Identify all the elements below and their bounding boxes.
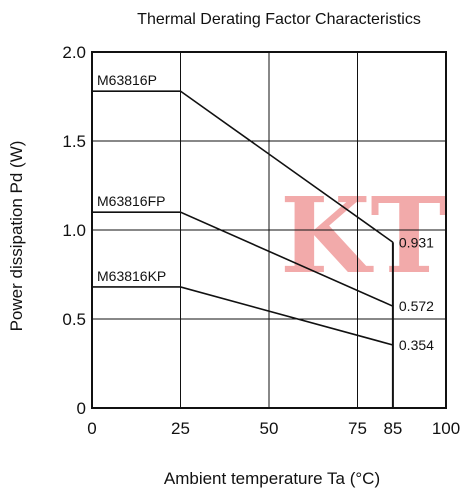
end-value-label: 0.354 xyxy=(399,337,434,353)
y-axis-label: Power dissipation Pd (W) xyxy=(7,141,26,332)
y-tick-label: 2.0 xyxy=(62,43,86,62)
series-label: M63816KP xyxy=(97,268,166,284)
tick-labels: 0 25 50 75 85 100 0 0.5 1.0 1.5 2.0 xyxy=(62,43,460,438)
x-tick-label: 25 xyxy=(171,419,190,438)
x-tick-label: 85 xyxy=(383,419,402,438)
x-tick-label: 100 xyxy=(432,419,460,438)
end-value-label: 0.572 xyxy=(399,298,434,314)
chart-title: Thermal Derating Factor Characteristics xyxy=(137,11,421,28)
grid xyxy=(92,52,446,408)
x-axis-label: Ambient temperature Ta (°C) xyxy=(164,469,380,488)
y-tick-label: 1.0 xyxy=(62,221,86,240)
end-value-label: 0.931 xyxy=(399,234,434,250)
series-group: M63816P 0.931 M63816FP 0.572 M63816KP 0.354 xyxy=(92,72,434,408)
y-tick-label: 0.5 xyxy=(62,310,86,329)
series-label: M63816FP xyxy=(97,193,165,209)
y-tick-label: 1.5 xyxy=(62,132,86,151)
watermark: KT xyxy=(280,174,448,297)
series-line xyxy=(92,286,394,346)
series-line xyxy=(92,90,394,243)
series-label: M63816P xyxy=(97,72,157,88)
y-tick-label: 0 xyxy=(77,399,86,418)
x-tick-label: 50 xyxy=(260,419,279,438)
series-line xyxy=(92,211,394,307)
x-tick-label: 0 xyxy=(87,419,96,438)
x-tick-label: 75 xyxy=(348,419,367,438)
plot-frame xyxy=(91,51,447,409)
